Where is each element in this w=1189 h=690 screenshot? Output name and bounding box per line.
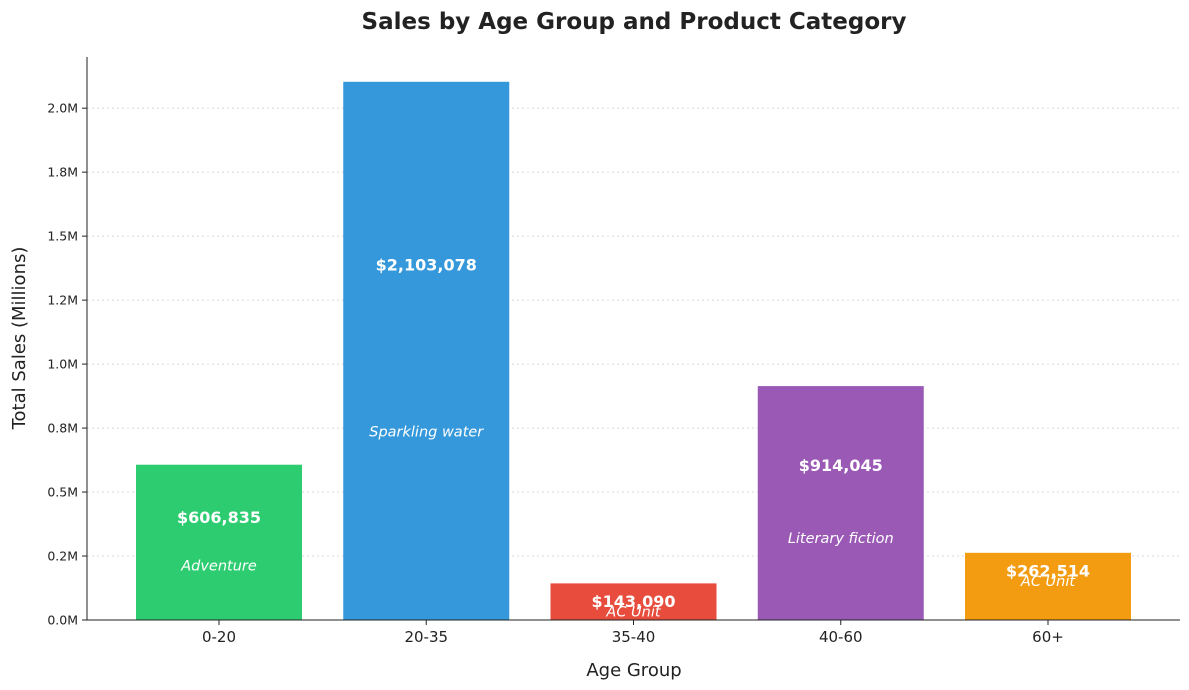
x-tick-label: 20-35 [404,628,448,646]
bar-category-label: AC Unit [1020,574,1076,590]
bar-value-label: $2,103,078 [376,255,477,274]
y-tick-label: 0.2M [47,549,78,564]
bar-category-label: Sparkling water [369,425,484,441]
bar [550,583,717,620]
x-axis-label: Age Group [586,660,681,681]
bar-value-label: $914,045 [799,456,883,475]
x-tick-label: 40-60 [819,628,863,646]
grid-lines [87,107,1180,557]
bar-labels: $606,835 Adventure $2,103,078 Sparkling wat… [177,255,1090,620]
bar-value-label: $606,835 [177,508,261,527]
bar [757,386,924,620]
x-tick-label: 60+ [1032,628,1064,646]
chart-title: Sales by Age Group and Product Category [362,9,907,35]
bar-category-label: Literary fiction [788,531,894,547]
x-tick-label: 35-40 [612,628,656,646]
x-axis: 0-20 20-35 35-40 40-60 60+ [202,620,1064,646]
bar [136,464,302,620]
y-tick-label: 1.0M [47,357,78,372]
bar-value-label: $262,514 [1006,561,1090,580]
bar-category-label: Adventure [180,559,257,575]
y-axis-label: Total Sales (Millions) [9,247,30,431]
y-tick-label: 0.8M [47,421,78,436]
bar [965,552,1131,620]
bar [343,81,510,620]
bars [136,81,1131,620]
bar-value-label: $143,090 [591,592,675,611]
y-tick-label: 0.0M [47,613,78,628]
bar-category-label: AC Unit [605,604,661,620]
y-tick-label: 1.2M [47,293,78,308]
y-tick-label: 0.5M [47,485,78,500]
y-axis: 0.0M 0.2M 0.5M 0.8M 1.0M 1.2M 1.5M 1.8M 2.0M [47,101,87,628]
y-tick-label: 2.0M [47,101,78,116]
y-tick-label: 1.8M [47,165,78,180]
y-tick-label: 1.5M [47,229,78,244]
x-tick-label: 0-20 [202,628,236,646]
